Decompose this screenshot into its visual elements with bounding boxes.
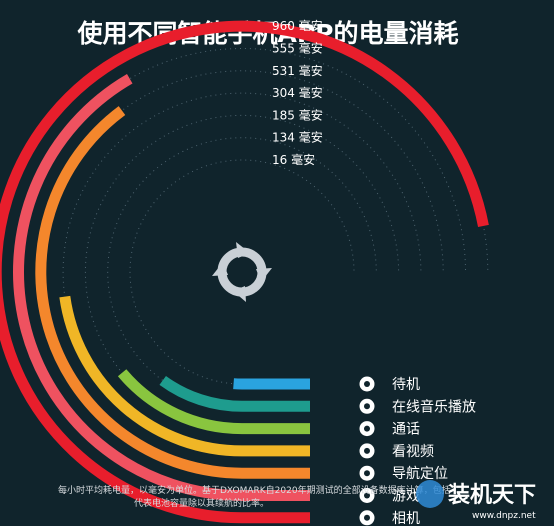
category-label: 游戏 xyxy=(392,489,420,505)
value-label: 185 毫安 xyxy=(272,107,323,122)
guide-arc xyxy=(18,48,466,496)
value-label: 960 毫安 xyxy=(272,18,323,33)
value-label: 531 毫安 xyxy=(272,63,323,78)
footnote-line-2: 代表电池容量除以其续航的比率。 xyxy=(134,497,269,509)
location-pin-icon-inner xyxy=(364,470,370,477)
watermark-text: 装机天下 xyxy=(448,483,536,508)
bar-看视频 xyxy=(59,295,310,457)
guide-arc xyxy=(129,159,355,385)
category-label: 相机 xyxy=(392,511,420,526)
camera-icon-inner xyxy=(364,514,370,521)
category-label: 在线音乐播放 xyxy=(392,398,476,415)
watermark-logo-icon xyxy=(416,480,444,508)
phone-icon-inner xyxy=(364,425,370,432)
value-label: 16 毫安 xyxy=(272,152,315,167)
category-label: 通话 xyxy=(392,422,420,438)
category-label: 待机 xyxy=(392,377,420,393)
bar-导航定位 xyxy=(35,106,310,479)
video-icon-inner xyxy=(364,447,370,454)
dxomark-logo-icon xyxy=(212,242,272,302)
guide-arc xyxy=(107,137,377,407)
data-arcs xyxy=(0,20,489,524)
standby-icon-inner xyxy=(364,381,370,387)
watermark-url: www.dnpz.net xyxy=(472,511,536,521)
music-icon-inner xyxy=(364,403,370,410)
bar-游戏 xyxy=(13,73,310,501)
value-label: 134 毫安 xyxy=(272,130,323,145)
bar-相机 xyxy=(0,20,489,524)
category-label: 看视频 xyxy=(392,444,434,460)
value-labels: 16 毫安 134 毫安 185 毫安 304 毫安 531 毫安 555 毫安 960 毫… xyxy=(272,18,323,167)
gamepad-icon-inner xyxy=(364,492,370,499)
value-label: 555 毫安 xyxy=(272,41,323,56)
watermark: 装机天下 www.dnpz.net xyxy=(416,480,536,521)
bar-在线音乐播放 xyxy=(159,375,310,412)
bar-通话 xyxy=(117,369,310,435)
value-label: 304 毫安 xyxy=(272,85,323,100)
footnote-line-1: 每小时平均耗电量，以毫安为单位。基于DXOMARK自2020年期测试的全部设备数… xyxy=(58,484,451,496)
category-label: 导航定位 xyxy=(392,466,448,482)
